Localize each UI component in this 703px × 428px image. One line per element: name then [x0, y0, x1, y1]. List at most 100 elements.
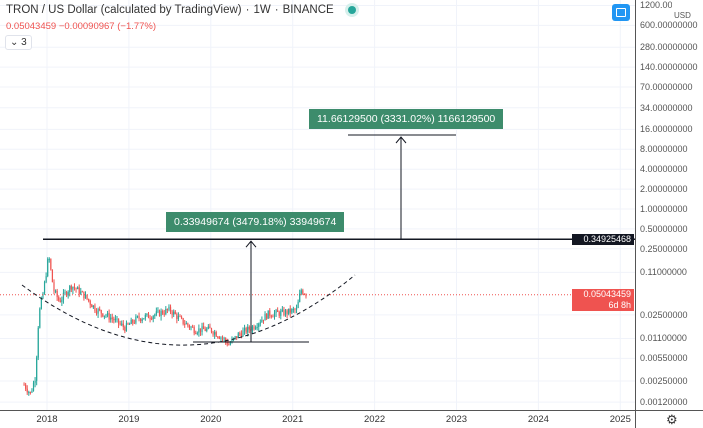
price-tick: 70.00000000 [640, 82, 693, 93]
candle-body [128, 323, 131, 325]
candle-body [67, 291, 69, 296]
candle-body [116, 318, 118, 320]
candle-body [220, 337, 222, 339]
candle-body [245, 328, 247, 333]
candle-body [223, 338, 225, 340]
candle-body [72, 286, 74, 290]
price-tick: 0.00250000 [640, 376, 688, 386]
candle-body [190, 326, 192, 328]
candle-body [111, 317, 113, 319]
candle-body [43, 282, 46, 294]
candle-body [204, 329, 206, 331]
price-tick: 600.00000000 [640, 20, 698, 31]
candle-body [29, 391, 31, 393]
time-tick: 2018 [36, 414, 58, 425]
candle-body [65, 292, 68, 296]
candle-body [144, 315, 146, 319]
candle-body [299, 293, 301, 302]
symbol-header[interactable]: TRON / US Dollar (calculated by TradingV… [6, 4, 356, 16]
chevron-down-icon: ⌄ [10, 37, 19, 48]
candle-body [237, 333, 239, 339]
time-tick: 2023 [445, 414, 468, 425]
candle-body [291, 309, 293, 313]
market-status-icon [347, 6, 356, 14]
candle-body [160, 310, 162, 317]
candle-body [294, 309, 296, 311]
candle-body [229, 342, 231, 345]
candle-body [209, 326, 211, 329]
currency-label[interactable]: USD [672, 11, 693, 20]
candle-body [155, 311, 157, 315]
candle-body [188, 325, 191, 328]
candle-body [110, 317, 112, 320]
measure-label-2[interactable]: 11.66129500 (3331.02%) 1166129500 [309, 109, 504, 129]
candle-body [59, 300, 61, 303]
time-tick: 2025 [609, 414, 631, 425]
candle-body [31, 390, 33, 393]
price-tick: 280.00000000 [640, 42, 698, 53]
fullscreen-icon[interactable] [612, 4, 630, 21]
candle-body [53, 282, 55, 292]
candle-body [77, 287, 79, 290]
candle-body [64, 292, 66, 294]
candle-body [34, 380, 36, 383]
horizontal-line-price-tag: 0.34925468 [572, 233, 634, 245]
candle-body [281, 309, 283, 312]
candle-body [154, 314, 156, 317]
candle-body [305, 294, 307, 297]
price-change-pct: (−1.77%) [117, 21, 157, 32]
candle-body [243, 328, 246, 331]
candle-body [221, 337, 224, 339]
candle-body [73, 286, 76, 288]
indicators-toggle-button[interactable]: ⌄ 3 [5, 35, 32, 50]
candle-body [32, 382, 35, 391]
price-tick: 0.02500000 [640, 309, 688, 320]
candle-body [177, 316, 180, 319]
candle-body [113, 318, 115, 321]
measure-label-1[interactable]: 0.33949674 (3479.18%) 33949674 [166, 212, 345, 232]
candle-body [28, 391, 30, 393]
time-tick: 2019 [118, 414, 140, 425]
candle-body [45, 276, 47, 283]
candle-body [292, 309, 294, 311]
candle-body [147, 313, 150, 319]
candle-body [277, 310, 279, 312]
price-tick: 0.50000000 [640, 223, 688, 234]
candle-body [275, 310, 277, 313]
candle-body [173, 311, 175, 315]
price-tick: 34.00000000 [640, 102, 693, 113]
candle-body [135, 316, 137, 323]
candle-body [81, 291, 83, 293]
candle-body [88, 298, 90, 301]
price-change: −0.00090967 [58, 21, 115, 32]
candle-body [171, 311, 173, 315]
candle-body [75, 287, 77, 290]
candle-body [210, 328, 213, 332]
candle-body [226, 341, 228, 345]
last-price-value: 0.05043459 [583, 289, 631, 300]
arrow-head-icon [395, 136, 407, 144]
candle-body [300, 290, 302, 294]
candle-body [259, 322, 261, 324]
candle-body [302, 290, 304, 294]
candle-body [23, 384, 25, 386]
candle-body [78, 287, 80, 294]
candle-body [269, 310, 271, 316]
candle-body [267, 310, 269, 319]
candle-body [254, 327, 257, 329]
candle-body [48, 258, 50, 260]
candle-body [225, 338, 227, 342]
candle-body [215, 332, 217, 337]
candle-body [127, 323, 129, 325]
candle-body [140, 318, 142, 321]
candle-body [266, 313, 268, 319]
candle-body [100, 310, 102, 314]
candle-body [212, 331, 214, 335]
candle-body [185, 323, 187, 325]
candle-body [203, 326, 205, 330]
candle-body [214, 332, 216, 335]
candle-body [36, 357, 38, 381]
candle-body [141, 319, 143, 321]
settings-gear-icon[interactable]: ⚙ [666, 412, 678, 427]
